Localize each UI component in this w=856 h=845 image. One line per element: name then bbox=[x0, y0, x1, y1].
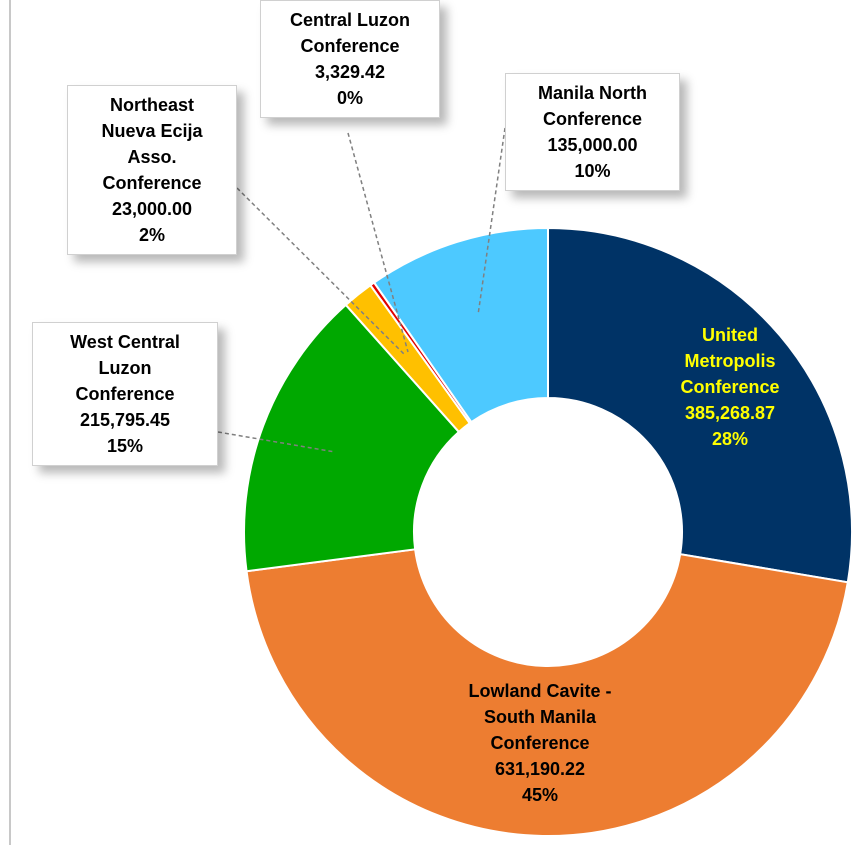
data-label: Central Luzon Conference 3,329.42 0% bbox=[260, 0, 440, 118]
label-value: 3,329.42 bbox=[314, 62, 386, 82]
donut-slice bbox=[243, 303, 461, 573]
donut-slice bbox=[245, 548, 849, 837]
label-percent: 10% bbox=[574, 161, 611, 181]
label-value: 135,000.00 bbox=[547, 135, 638, 155]
label-percent: 45% bbox=[521, 785, 559, 805]
label-value: 631,190.22 bbox=[494, 759, 586, 779]
label-value: 215,795.45 bbox=[79, 410, 171, 430]
label-name: Manila North Conference bbox=[537, 83, 647, 129]
donut-slice bbox=[547, 226, 853, 584]
label-name: United Metropolis Conference bbox=[680, 325, 780, 397]
leader-line bbox=[347, 132, 409, 353]
leader-line bbox=[217, 431, 336, 453]
label-name: Central Luzon Conference bbox=[290, 10, 410, 56]
data-label: Manila North Conference 135,000.00 10% bbox=[505, 73, 680, 191]
label-percent: 28% bbox=[711, 429, 749, 449]
label-name: Northeast Nueva Ecija Asso. Conference bbox=[101, 95, 203, 193]
label-name: Lowland Cavite - South Manila Conference bbox=[468, 681, 612, 753]
data-label: Northeast Nueva Ecija Asso. Conference 23… bbox=[67, 85, 237, 255]
donut-slice bbox=[372, 226, 549, 424]
label-percent: 0% bbox=[336, 88, 363, 108]
leader-line bbox=[236, 187, 406, 356]
data-label: United Metropolis Conference 385,268.87 28… bbox=[655, 322, 805, 452]
label-name: West Central Luzon Conference bbox=[70, 332, 180, 404]
label-percent: 15% bbox=[106, 436, 144, 456]
label-percent: 2% bbox=[138, 225, 165, 245]
data-label: Lowland Cavite - South Manila Conference… bbox=[445, 678, 635, 808]
label-value: 385,268.87 bbox=[684, 403, 776, 423]
data-label: West Central Luzon Conference 215,795.45 1… bbox=[32, 322, 218, 466]
label-value: 23,000.00 bbox=[111, 199, 193, 219]
leader-line bbox=[477, 127, 506, 316]
